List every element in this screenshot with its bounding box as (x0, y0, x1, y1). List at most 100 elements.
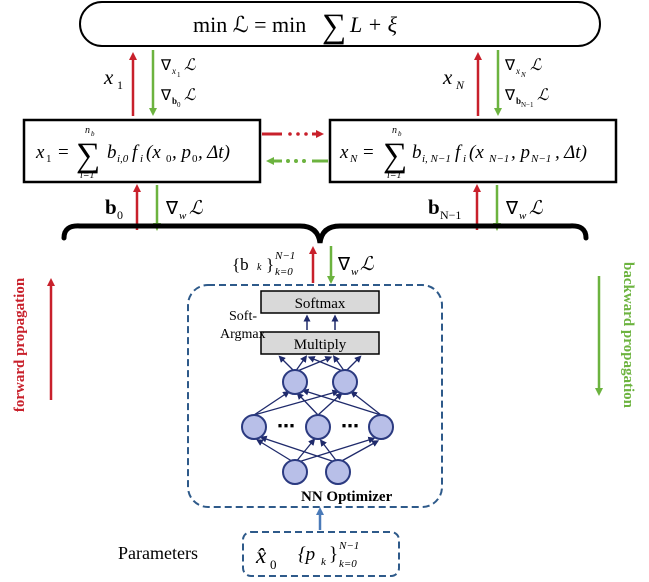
nn-node (282, 369, 308, 395)
multiply-label: Multiply (294, 337, 347, 353)
wgrad-right-L: ℒ (529, 198, 544, 219)
math-text: ∑ (76, 137, 100, 174)
math-text: ∑ (383, 137, 407, 174)
objective-box: min ℒ = min ∑ L + ξ (79, 1, 601, 47)
grad-b0-sub: b (172, 96, 177, 106)
grad-xN-subsub: N (520, 71, 526, 79)
nn-node (241, 414, 267, 440)
params-set-bot: k=0 (339, 558, 357, 570)
math-text: i (463, 153, 466, 165)
math-text: 1 (46, 153, 52, 165)
multiply-box (260, 331, 380, 355)
bk-set-close: } (266, 255, 274, 274)
math-text: N (349, 153, 358, 165)
params-box (242, 531, 400, 577)
objective-rhs: L + ξ (349, 12, 398, 37)
right-equation-box: x N = n b ∑ i=1 b i, N−1 f i (x N−1 , p … (328, 118, 618, 184)
forward-chain-arrow (262, 130, 324, 138)
math-text: b (107, 142, 117, 163)
bk-set-sub: k (257, 262, 262, 273)
wgrad-right-sub: w (519, 210, 527, 222)
math-text: n (392, 125, 397, 136)
math-text: n (85, 125, 90, 136)
math-text: = (58, 142, 69, 163)
bk-set: {b (232, 255, 249, 274)
nn-node (305, 414, 331, 440)
params-xhat-sub: 0 (270, 557, 277, 572)
label-bN: b (428, 195, 440, 219)
math-text: i=1 (80, 170, 95, 181)
wgrad-left-sub: w (179, 210, 187, 222)
label-b0: b (105, 195, 117, 219)
grad-x1-L: ℒ (184, 57, 196, 74)
wgrad-left-L: ℒ (189, 198, 204, 219)
params-label: Parameters (118, 543, 198, 563)
math-text: x (339, 142, 349, 163)
softmax-box (260, 290, 380, 314)
label-b0-sub: 0 (117, 208, 123, 222)
math-text: x (35, 142, 45, 163)
grad-x1-subsub: 1 (177, 71, 181, 79)
math-text: N−1 (488, 153, 509, 165)
bk-set-bot: k=0 (275, 266, 293, 278)
params-set-sub: k (321, 556, 327, 568)
wgrad-right-nabla: ∇ (505, 198, 519, 218)
forward-propagation-label: forward propagation (12, 277, 28, 412)
grad-bN-L: ℒ (537, 87, 549, 104)
collect-brace (61, 223, 589, 244)
left-equation-box: x 1 = n b ∑ i=1 b i,0 f i (x 0 , p 0 , Δ… (22, 118, 262, 184)
math-text: i, N−1 (422, 153, 451, 165)
math-text: i,0 (117, 153, 129, 165)
soft-argmax-label-1: Soft- (229, 309, 257, 324)
nn-edges (253, 355, 382, 464)
wgrad-center-L: ℒ (360, 254, 375, 275)
wgrad-center-nabla: ∇ (337, 254, 351, 274)
grad-b0-L: ℒ (184, 87, 196, 104)
nn-nodes (241, 369, 394, 485)
math-text: N−1 (530, 153, 551, 165)
nn-ellipsis-left: ⋯ (277, 416, 295, 437)
grad-xN-nabla: ∇ (504, 58, 516, 74)
nn-ellipsis-right: ⋯ (341, 416, 359, 437)
nn-node (325, 459, 351, 485)
bk-set-top: N−1 (274, 250, 295, 262)
grad-x1-sub: x (171, 66, 176, 76)
grad-bN-subsub: N−1 (521, 101, 534, 109)
params-set-top: N−1 (338, 540, 359, 552)
params-set-close: } (329, 544, 338, 565)
grad-xN-sub: x (515, 66, 520, 76)
math-text: , p (511, 142, 530, 163)
grad-b0-nabla: ∇ (160, 88, 172, 104)
math-text: 0 (166, 153, 172, 165)
math-text: , Δt) (198, 142, 230, 163)
math-text: b (91, 130, 95, 138)
math-text: f (455, 142, 463, 163)
nn-node (332, 369, 358, 395)
objective-lhs: min ℒ = min (193, 12, 306, 37)
params-xhat: x̂ (255, 543, 267, 568)
wgrad-center-sub: w (351, 266, 359, 278)
objective-sum: ∑ (322, 8, 346, 45)
backward-propagation-label: backward propagation (620, 262, 636, 409)
label-x1: x (103, 65, 114, 89)
grad-b0-subsub: 0 (177, 101, 181, 109)
label-xN-sub: N (455, 78, 465, 92)
nn-optimizer-box (187, 284, 443, 508)
math-text: , Δt) (555, 142, 587, 163)
wgrad-left-nabla: ∇ (165, 198, 179, 218)
grad-bN-nabla: ∇ (504, 88, 516, 104)
label-bN-sub: N−1 (440, 208, 461, 222)
math-text: i=1 (387, 170, 402, 181)
math-text: b (398, 130, 402, 138)
math-text: f (132, 142, 140, 163)
backward-chain-arrow (266, 157, 328, 165)
grad-bN-sub: b (516, 96, 521, 106)
label-xN: x (442, 65, 453, 89)
math-text: i (140, 153, 143, 165)
nn-node (368, 414, 394, 440)
math-text: , p (172, 142, 191, 163)
params-set: {p (298, 544, 315, 565)
softmax-label: Softmax (295, 296, 346, 312)
math-text: (x (469, 142, 484, 163)
